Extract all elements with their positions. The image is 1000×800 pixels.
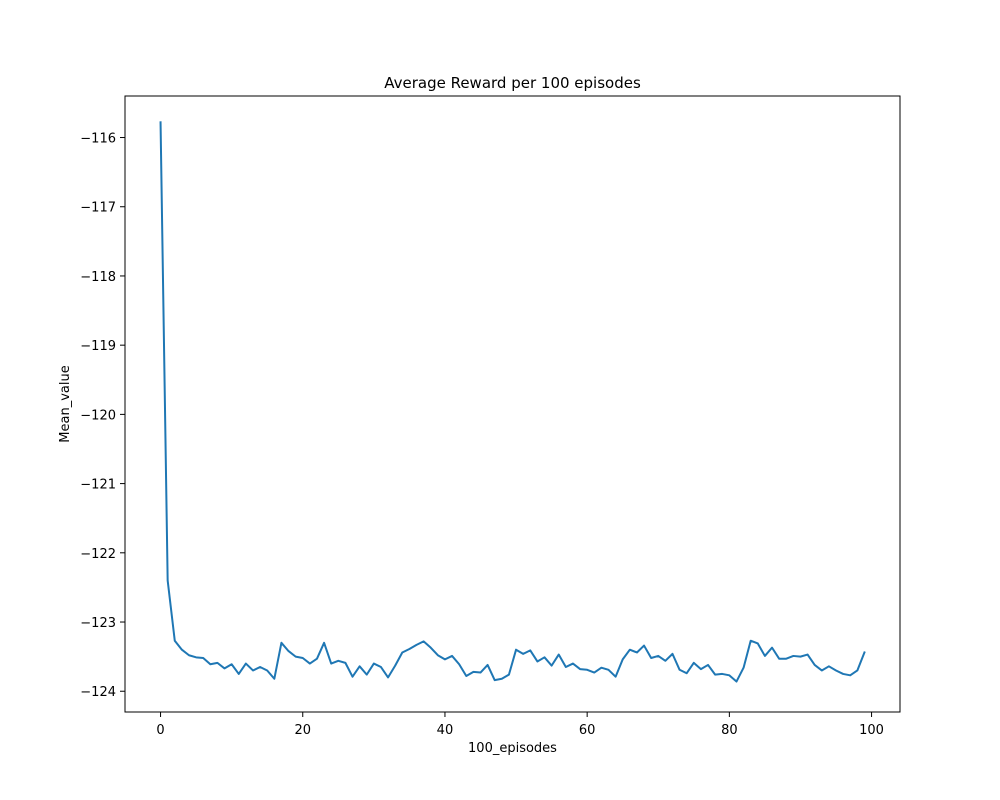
- y-tick-label: −118: [80, 270, 116, 285]
- y-tick-label: −120: [80, 408, 116, 423]
- axes-frame: [124, 95, 901, 713]
- y-tick-label: −119: [80, 339, 116, 354]
- y-tick-label: −116: [80, 132, 116, 147]
- y-tick-label: −117: [80, 201, 116, 216]
- x-axis-label: 100_episodes: [468, 741, 557, 756]
- y-tick-label: −123: [80, 616, 116, 631]
- x-tick-label: 100: [859, 723, 884, 738]
- x-tick-label: 20: [294, 723, 311, 738]
- series-line-0: [159, 121, 866, 683]
- chart-title: Average Reward per 100 episodes: [384, 74, 641, 92]
- x-tick-label: 40: [437, 723, 454, 738]
- y-tick-label: −121: [80, 478, 116, 493]
- y-axis-label: Mean_value: [58, 365, 73, 442]
- x-axis: 0 20 40 60 80 100: [156, 712, 884, 738]
- y-tick-label: −122: [80, 547, 116, 562]
- plot-area: [159, 121, 866, 683]
- x-tick-label: 0: [156, 723, 164, 738]
- y-tick-label: −124: [80, 685, 116, 700]
- x-tick-label: 60: [579, 723, 596, 738]
- y-axis: −116 −117 −118 −119 −120 −121 −122 −123 −124: [80, 132, 125, 700]
- x-tick-label: 80: [721, 723, 738, 738]
